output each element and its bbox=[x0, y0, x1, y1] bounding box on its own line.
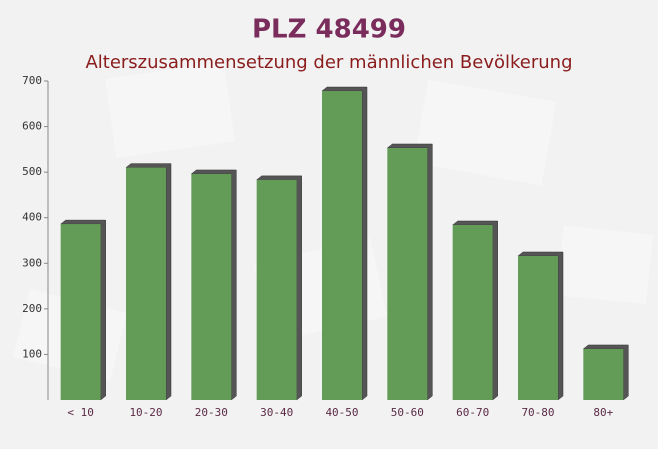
x-tick-label: 20-30 bbox=[195, 406, 228, 419]
x-tick-label: 10-20 bbox=[129, 406, 162, 419]
x-tick-label: 50-60 bbox=[391, 406, 424, 419]
x-tick-label: 70-80 bbox=[521, 406, 554, 419]
bar bbox=[126, 167, 166, 400]
y-tick-label: 700 bbox=[22, 74, 42, 87]
y-tick-label: 200 bbox=[22, 302, 42, 315]
bar bbox=[191, 173, 232, 400]
y-tick-label: 100 bbox=[22, 347, 42, 360]
y-tick-label: 600 bbox=[22, 120, 42, 133]
bar bbox=[583, 348, 624, 400]
bar bbox=[452, 225, 493, 400]
x-tick-label: 30-40 bbox=[260, 406, 293, 419]
bar bbox=[387, 147, 428, 400]
bar bbox=[322, 91, 362, 401]
y-tick-label: 400 bbox=[22, 211, 42, 224]
chart-subtitle: Alterszusammensetzung der männlichen Bev… bbox=[85, 52, 572, 73]
bar bbox=[60, 224, 101, 400]
chart-title: PLZ 48499 bbox=[252, 15, 406, 45]
bar bbox=[518, 255, 558, 400]
x-tick-label: 40-50 bbox=[325, 406, 358, 419]
y-tick-label: 300 bbox=[22, 256, 42, 269]
y-tick-label: 500 bbox=[22, 165, 42, 178]
x-tick-label: 80+ bbox=[593, 406, 613, 419]
bar bbox=[256, 179, 297, 400]
x-tick-label: < 10 bbox=[67, 406, 94, 419]
x-tick-label: 60-70 bbox=[456, 406, 489, 419]
